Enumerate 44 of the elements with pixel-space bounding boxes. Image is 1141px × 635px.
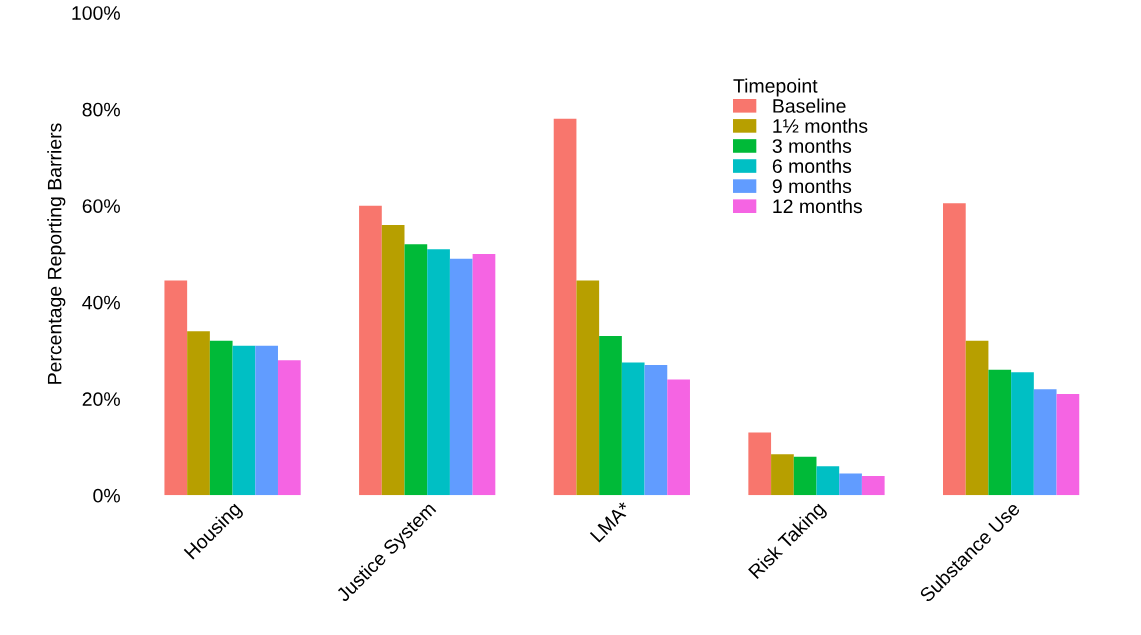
legend-label: 3 months (772, 138, 852, 153)
bar (988, 369, 1012, 496)
bar (472, 254, 496, 496)
bar (404, 244, 428, 496)
y-tick-label: 0% (93, 488, 120, 503)
bar (1056, 393, 1080, 496)
bar (209, 340, 233, 496)
bar (793, 456, 817, 496)
bar (771, 454, 794, 496)
bar (839, 473, 862, 496)
bar (599, 336, 622, 496)
bar (164, 280, 188, 496)
legend-title: Timepoint (733, 78, 818, 97)
bar (644, 365, 668, 496)
bar (277, 360, 301, 496)
y-tick-label: 40% (82, 295, 120, 310)
bar (816, 466, 840, 496)
y-tick-label: 20% (82, 392, 120, 407)
bar (427, 249, 450, 496)
bar (1033, 389, 1057, 496)
legend-label: 12 months (773, 198, 862, 214)
y-tick-label: 100% (72, 6, 120, 20)
bar (359, 205, 382, 496)
legend-label: Baseline (773, 98, 846, 113)
bar (965, 340, 989, 496)
bar (667, 379, 690, 496)
bar (861, 476, 885, 496)
bar (943, 203, 966, 496)
bar (1011, 372, 1034, 496)
bar (381, 225, 405, 496)
legend-label: 1½ months (773, 118, 868, 133)
bar (255, 345, 278, 496)
bar (449, 258, 473, 496)
bar (553, 118, 577, 496)
bar (621, 362, 645, 496)
bar (748, 432, 772, 496)
legend-label: 6 months (772, 158, 852, 174)
bar (576, 280, 600, 496)
y-axis-title: Percentage Reporting Barriers (47, 123, 66, 384)
y-tick-label: 80% (82, 102, 120, 117)
y-tick-label: 60% (82, 199, 120, 213)
bar (232, 345, 256, 496)
legend-label: 9 months (772, 178, 852, 194)
bar (187, 331, 210, 496)
